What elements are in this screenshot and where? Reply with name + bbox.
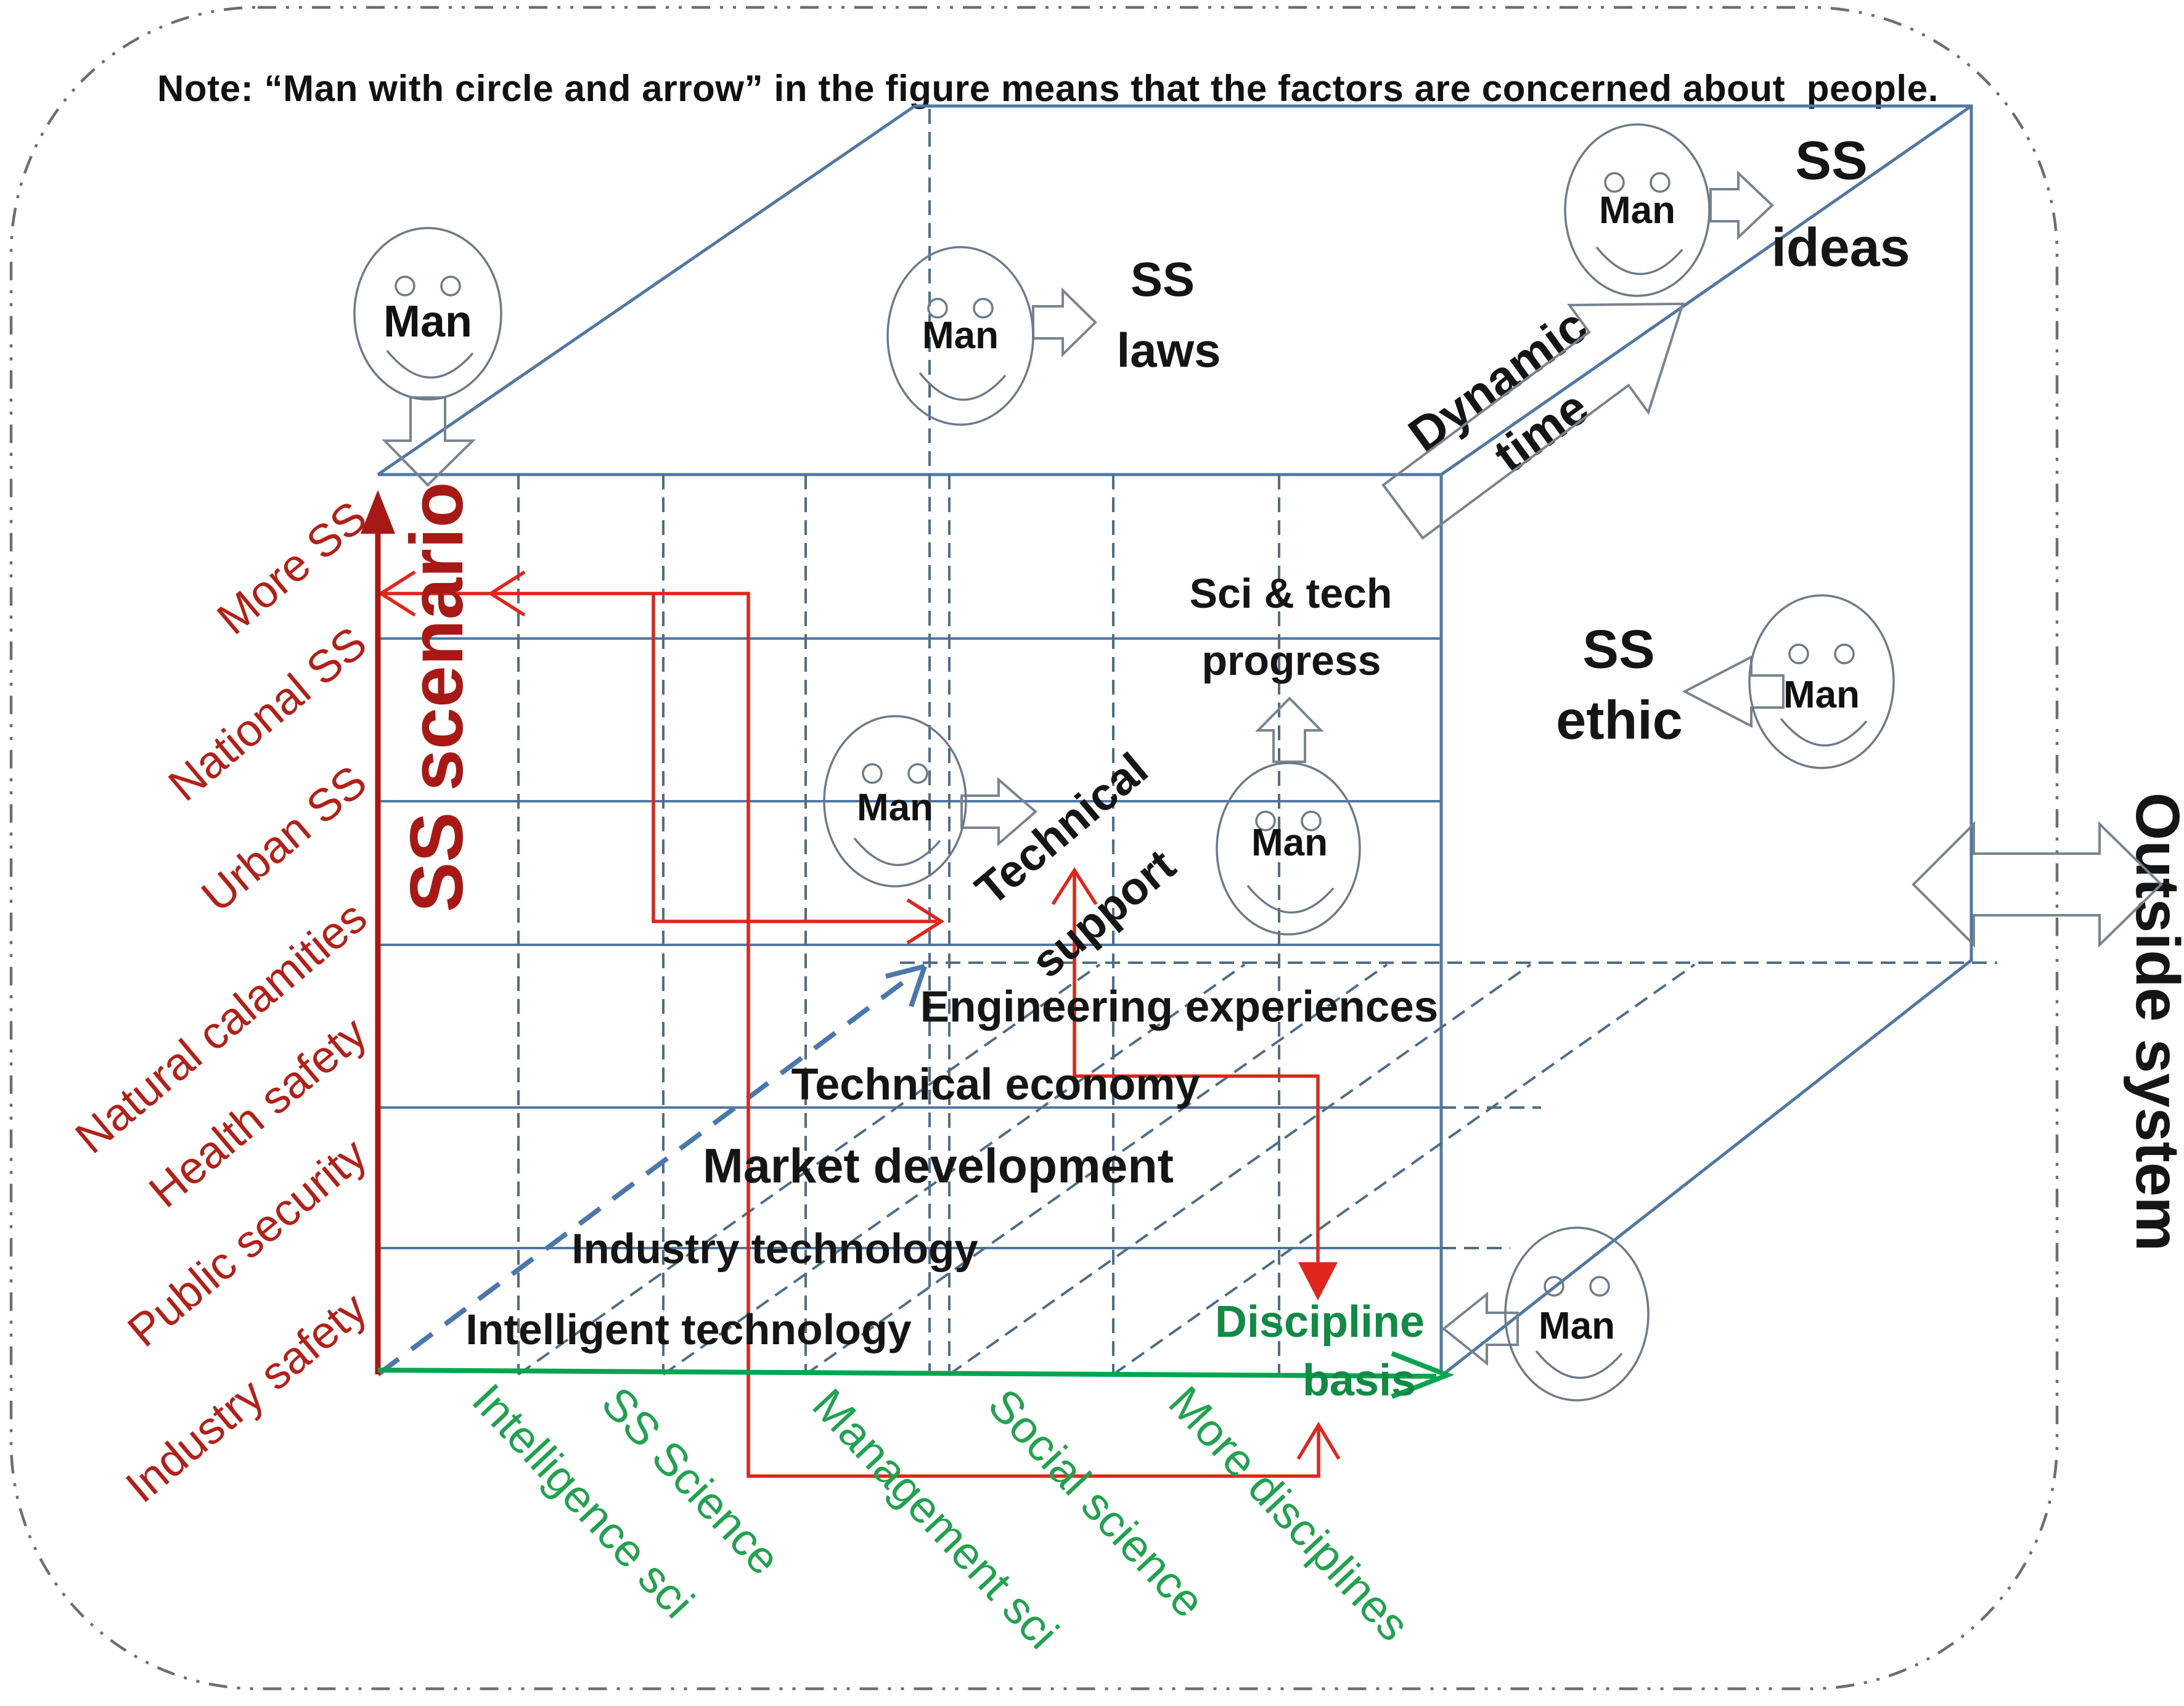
svg-text:Man: Man xyxy=(922,314,999,357)
svg-text:Note: “Man with circle and arr: Note: “Man with circle and arrow” in the… xyxy=(157,68,1939,109)
svg-text:Man: Man xyxy=(857,786,933,829)
svg-text:SS scenario: SS scenario xyxy=(395,482,478,912)
svg-text:Market development: Market development xyxy=(703,1138,1174,1193)
svg-text:ethic: ethic xyxy=(1556,690,1682,751)
svg-text:SS: SS xyxy=(1582,619,1654,680)
svg-text:Sci & tech: Sci & tech xyxy=(1190,570,1393,617)
svg-text:Man: Man xyxy=(1539,1305,1615,1347)
svg-text:SS: SS xyxy=(1131,252,1195,306)
svg-text:Intelligent technology: Intelligent technology xyxy=(465,1305,911,1353)
svg-text:Outside system: Outside system xyxy=(2123,793,2184,1252)
svg-text:Man: Man xyxy=(1251,822,1328,864)
svg-text:Man: Man xyxy=(1599,189,1675,232)
svg-text:ideas: ideas xyxy=(1771,217,1910,278)
svg-text:Engineering experiences: Engineering experiences xyxy=(920,983,1439,1032)
svg-text:Technical economy: Technical economy xyxy=(791,1060,1200,1109)
svg-text:Industry technology: Industry technology xyxy=(571,1225,978,1273)
svg-text:Man: Man xyxy=(1783,674,1860,716)
svg-text:Man: Man xyxy=(383,297,472,346)
svg-text:progress: progress xyxy=(1202,637,1381,684)
svg-text:SS: SS xyxy=(1795,130,1867,191)
svg-text:laws: laws xyxy=(1116,323,1221,377)
svg-text:Discipline: Discipline xyxy=(1215,1297,1425,1347)
svg-text:basis: basis xyxy=(1303,1356,1416,1405)
